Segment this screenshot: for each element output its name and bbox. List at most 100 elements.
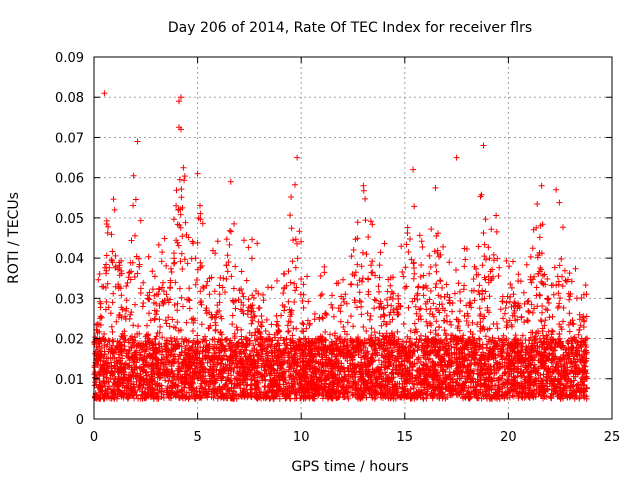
data-point [311, 310, 318, 317]
data-point [162, 377, 169, 384]
data-point [539, 325, 546, 332]
data-point [384, 302, 391, 309]
data-point [356, 277, 363, 284]
data-point [347, 281, 354, 288]
data-point [363, 251, 370, 258]
data-point [578, 367, 584, 374]
data-point [409, 298, 416, 305]
data-point [123, 352, 130, 359]
data-point [194, 338, 201, 345]
data-point [271, 334, 278, 341]
data-point [216, 291, 223, 298]
data-point [427, 329, 434, 336]
data-point [291, 299, 298, 305]
data-point [551, 264, 558, 271]
data-point [177, 258, 184, 265]
data-point [467, 300, 474, 307]
data-point [456, 308, 463, 315]
data-point [254, 336, 261, 343]
data-point [404, 224, 411, 231]
data-point [179, 233, 186, 240]
data-point [531, 337, 538, 344]
data-point [166, 323, 173, 330]
data-point [145, 253, 152, 260]
data-point [539, 309, 545, 316]
data-point [523, 261, 530, 268]
data-point [428, 226, 435, 233]
data-point [103, 252, 110, 259]
data-point [245, 244, 252, 251]
data-point [533, 284, 540, 291]
data-point [151, 292, 158, 299]
data-point [356, 289, 363, 296]
data-point [216, 282, 223, 289]
data-point [479, 262, 486, 269]
data-point [330, 313, 337, 320]
data-point [365, 234, 372, 240]
data-point [168, 269, 175, 275]
data-point [268, 321, 275, 328]
data-point [432, 184, 439, 191]
data-point [298, 238, 304, 245]
data-point [103, 217, 110, 224]
data-point [550, 391, 556, 398]
data-point [490, 251, 497, 258]
data-point [524, 298, 531, 305]
data-point [277, 361, 284, 368]
data-point [402, 264, 409, 271]
data-point [404, 230, 411, 236]
data-point [373, 380, 380, 387]
data-point [352, 269, 359, 276]
data-point [376, 381, 383, 388]
data-point [265, 284, 271, 291]
data-point [494, 325, 501, 332]
data-point [105, 337, 112, 344]
data-point [424, 344, 431, 350]
data-point [443, 335, 450, 342]
data-point [534, 201, 541, 207]
data-point [556, 330, 563, 337]
data-point [486, 293, 493, 300]
data-point [118, 365, 125, 372]
data-point [113, 318, 120, 325]
data-point [412, 303, 419, 310]
data-point [111, 206, 118, 213]
data-point [494, 255, 501, 262]
data-point [419, 244, 426, 250]
data-point [137, 217, 144, 224]
data-point [548, 282, 555, 289]
data-point [506, 298, 513, 305]
data-point [424, 298, 431, 305]
data-point [108, 323, 115, 330]
data-point [283, 345, 290, 351]
data-point [536, 234, 543, 241]
data-point [285, 328, 291, 335]
data-point [377, 314, 384, 320]
data-point [541, 271, 548, 278]
data-point [436, 253, 442, 260]
data-point [228, 366, 235, 373]
data-point [338, 387, 345, 394]
data-point [387, 395, 394, 402]
data-point [420, 272, 427, 279]
data-point [354, 281, 361, 288]
data-point [443, 281, 450, 288]
data-point [256, 341, 263, 348]
data-point [257, 355, 264, 362]
data-point [389, 349, 396, 356]
data-point [368, 325, 375, 332]
data-point [118, 292, 125, 299]
data-point [387, 274, 394, 281]
data-point [403, 339, 410, 346]
data-point [489, 334, 496, 341]
data-point [480, 230, 487, 236]
data-point [378, 352, 385, 359]
data-point [365, 275, 372, 282]
data-point [463, 302, 470, 309]
data-point [168, 265, 174, 272]
data-point [328, 339, 335, 346]
data-point [211, 380, 218, 387]
data-point [217, 329, 224, 335]
data-point [362, 344, 369, 351]
data-point [159, 388, 165, 394]
